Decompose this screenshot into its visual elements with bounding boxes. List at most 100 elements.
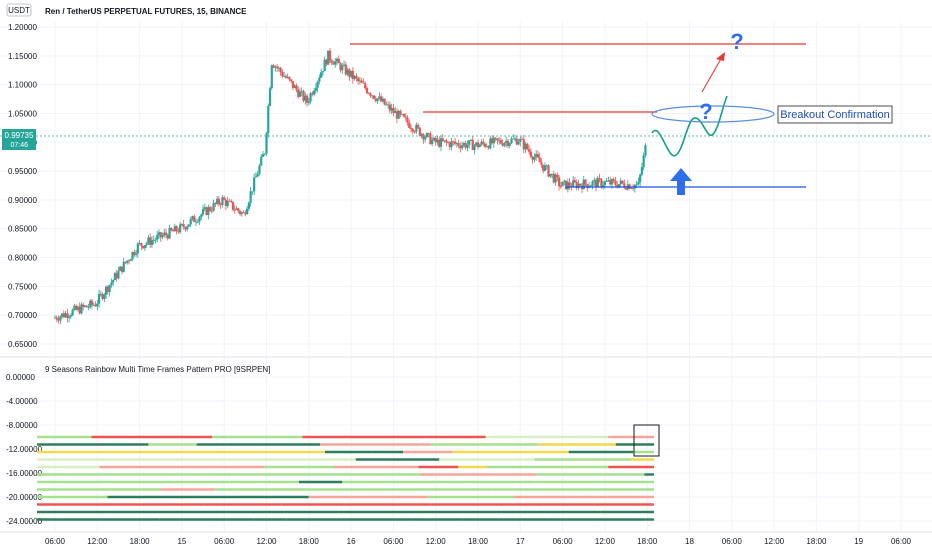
candle-body bbox=[522, 139, 525, 150]
candle-body bbox=[288, 76, 291, 80]
candle-body bbox=[554, 174, 557, 183]
candle-body bbox=[133, 251, 136, 255]
highlight-box[interactable] bbox=[633, 424, 660, 457]
candle-body bbox=[395, 111, 399, 119]
time-tick-label: 06:00 bbox=[45, 537, 66, 546]
candle-body bbox=[108, 285, 111, 292]
candle-body bbox=[528, 149, 531, 152]
candle-body bbox=[499, 140, 503, 144]
candle-body bbox=[105, 286, 108, 295]
candle-body bbox=[515, 138, 518, 145]
candle-body bbox=[57, 319, 60, 321]
price-tick-label: 1.05000 bbox=[8, 109, 37, 118]
candle-body bbox=[586, 184, 589, 188]
candle-body bbox=[330, 60, 333, 63]
projection-arrow-line[interactable] bbox=[701, 56, 723, 93]
candle-body bbox=[112, 279, 115, 283]
candle-body bbox=[127, 260, 131, 262]
candle-body bbox=[439, 138, 443, 147]
price-tick-label: 1.20000 bbox=[8, 23, 37, 32]
candle-body bbox=[323, 59, 326, 72]
candle-body bbox=[378, 96, 381, 99]
candle-body bbox=[268, 88, 272, 106]
candle-body bbox=[126, 260, 129, 263]
candle-body bbox=[164, 232, 168, 236]
candle-body bbox=[328, 50, 332, 61]
candle-body bbox=[508, 143, 511, 146]
breakout-label-box[interactable] bbox=[777, 105, 893, 124]
candle-body bbox=[406, 117, 409, 123]
candle-body bbox=[432, 137, 436, 141]
candle-body bbox=[350, 70, 353, 77]
time-tick-label: 18 bbox=[685, 537, 694, 546]
candle-body bbox=[92, 304, 95, 306]
candle-body bbox=[122, 261, 125, 272]
up-arrow-icon[interactable] bbox=[670, 168, 692, 195]
candle-body bbox=[194, 221, 198, 223]
time-tick-label: 17 bbox=[516, 537, 525, 546]
time-axis: 06:00 12:00 18:00 15 06:00 12:00 18:00 16 06:00 1… bbox=[45, 537, 912, 546]
question-mark-upper-icon: ? bbox=[730, 29, 743, 54]
candle-body bbox=[438, 139, 441, 147]
candle-body bbox=[295, 85, 298, 90]
candle-body bbox=[568, 182, 571, 187]
candle-body bbox=[196, 221, 199, 223]
candle-body bbox=[383, 98, 386, 105]
candle-body bbox=[260, 156, 263, 166]
candle-body bbox=[473, 145, 476, 150]
candle-body bbox=[589, 185, 592, 187]
candle-body bbox=[85, 305, 88, 308]
candle-body bbox=[247, 202, 250, 209]
candle-body bbox=[103, 294, 106, 299]
osc-tick-label: -12.00000 bbox=[6, 445, 43, 454]
candle-body bbox=[425, 133, 428, 138]
candle-body bbox=[501, 143, 504, 146]
last-price-badge bbox=[2, 129, 36, 150]
time-tick-label: 12:00 bbox=[426, 537, 447, 546]
rainbow-bars bbox=[37, 435, 654, 521]
candle-body bbox=[293, 85, 296, 89]
candle-body bbox=[254, 176, 258, 178]
candle-body bbox=[161, 235, 164, 238]
candle-body bbox=[113, 273, 117, 280]
candle-body bbox=[452, 141, 455, 143]
projection-path[interactable] bbox=[651, 95, 728, 157]
candle-body bbox=[540, 162, 543, 165]
candle-body bbox=[441, 138, 444, 142]
osc-tick-label: -8.00000 bbox=[6, 421, 38, 430]
candle-body bbox=[443, 140, 446, 142]
candle-body bbox=[478, 144, 481, 148]
candle-body bbox=[520, 138, 524, 140]
breakout-ellipse[interactable] bbox=[651, 105, 775, 123]
candle-body bbox=[325, 59, 328, 65]
candle-body bbox=[275, 66, 279, 69]
candle-body bbox=[134, 253, 138, 255]
candle-body bbox=[371, 95, 374, 97]
candle-body bbox=[316, 81, 319, 88]
candle-body bbox=[272, 65, 275, 68]
candle-body bbox=[632, 188, 635, 189]
candle-body bbox=[552, 173, 555, 183]
candle-body bbox=[297, 89, 300, 97]
candle-body bbox=[173, 226, 176, 232]
candle-body bbox=[353, 75, 356, 80]
time-tick-label: 19 bbox=[854, 537, 863, 546]
time-tick-label: 06:00 bbox=[722, 537, 743, 546]
candle-body bbox=[203, 207, 206, 210]
candle-body bbox=[68, 316, 71, 318]
price-tick-label: 0.85000 bbox=[8, 225, 37, 234]
candle-body bbox=[64, 313, 67, 318]
candle-body bbox=[187, 224, 191, 227]
candle-body bbox=[80, 304, 83, 314]
price-tick-label: 0.95000 bbox=[8, 167, 37, 176]
breakout-label: Breakout Confirmation bbox=[780, 109, 889, 121]
time-tick-label: 12:00 bbox=[764, 537, 785, 546]
candle-body bbox=[357, 78, 360, 82]
candle-body bbox=[609, 180, 612, 185]
candle-body bbox=[175, 226, 178, 232]
candle-body bbox=[55, 317, 58, 320]
candle-body bbox=[445, 140, 448, 143]
candle-body bbox=[193, 216, 196, 222]
candle-body bbox=[334, 61, 337, 65]
candle-body bbox=[140, 243, 143, 247]
